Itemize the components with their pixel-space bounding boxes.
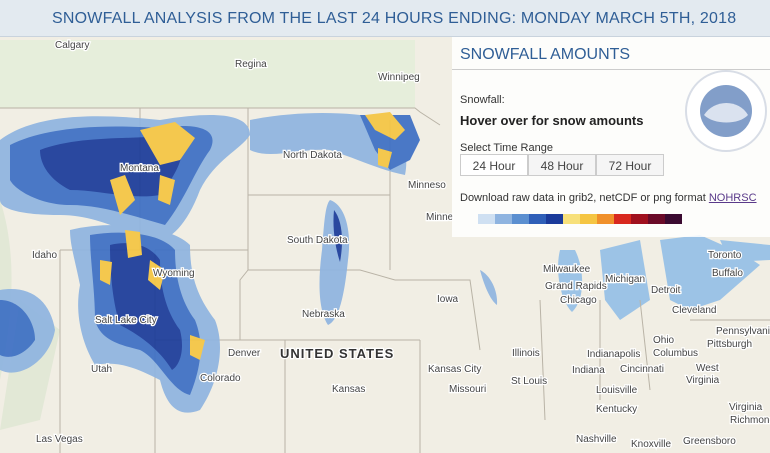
place-label: Detroit — [651, 285, 681, 296]
place-label: Pittsburgh — [707, 339, 752, 350]
range-button[interactable]: 72 Hour — [596, 154, 664, 176]
noaa-logo — [685, 70, 767, 152]
place-label: Virginia — [729, 402, 763, 413]
place-label: Knoxville — [631, 439, 671, 450]
place-label: Minne — [426, 212, 454, 223]
place-label: Milwaukee — [543, 264, 591, 275]
place-label: Illinois — [512, 348, 540, 359]
color-scale — [478, 214, 682, 224]
place-label: Calgary — [55, 40, 89, 51]
place-label: Greensboro — [683, 436, 736, 447]
place-label: Louisville — [596, 385, 638, 396]
place-label: Pennsylvania — [716, 326, 770, 337]
place-label: Missouri — [449, 384, 486, 395]
snowfall-label: Snowfall: — [460, 94, 505, 106]
place-label: Nashville — [576, 434, 617, 445]
place-label: Columbus — [653, 348, 698, 359]
header-bar: SNOWFALL ANALYSIS FROM THE LAST 24 HOURS… — [0, 0, 770, 37]
place-label: South Dakota — [287, 235, 348, 246]
place-label: Colorado — [200, 373, 241, 384]
divider — [452, 69, 770, 70]
download-text: Download raw data in grib2, netCDF or pn… — [460, 192, 706, 204]
place-label: St Louis — [511, 376, 547, 387]
range-button[interactable]: 24 Hour — [460, 154, 528, 176]
place-label: Minneso — [408, 180, 446, 191]
range-button[interactable]: 48 Hour — [528, 154, 596, 176]
panel-title: SNOWFALL AMOUNTS — [460, 46, 631, 63]
canada — [0, 40, 415, 108]
place-label: Grand Rapids — [545, 281, 607, 292]
place-label: Kansas City — [428, 364, 481, 375]
place-label: Kentucky — [596, 404, 637, 415]
place-label: Toronto — [708, 250, 742, 261]
place-label: Kansas — [332, 384, 365, 395]
place-label: Chicago — [560, 295, 597, 306]
place-label: Ohio — [653, 335, 675, 346]
download-link[interactable]: NOHRSC — [708, 192, 757, 204]
place-label: Utah — [91, 364, 112, 375]
place-label: Buffalo — [712, 268, 743, 279]
place-label: Indianapolis — [587, 349, 640, 360]
place-label: Richmond — [730, 415, 770, 426]
place-label: Regina — [235, 59, 267, 70]
download-line: Download raw data in grib2, netCDF or pn… — [460, 192, 757, 204]
place-label: Indiana — [572, 365, 605, 376]
place-label: Nebraska — [302, 309, 345, 320]
place-label: Wyoming — [153, 268, 195, 279]
place-label: Denver — [228, 348, 261, 359]
range-label: Select Time Range — [460, 142, 553, 154]
place-label: Winnipeg — [378, 72, 420, 83]
snowfall-overlay — [0, 112, 498, 413]
place-label: Michigan — [605, 274, 645, 285]
place-label: Cincinnati — [620, 364, 664, 375]
place-label: Cleveland — [672, 305, 716, 316]
place-label: Salt Lake City — [95, 315, 157, 326]
place-label: Las Vegas — [36, 434, 83, 445]
place-label: Montana — [120, 163, 159, 174]
place-label: North Dakota — [283, 150, 342, 161]
header-title: SNOWFALL ANALYSIS FROM THE LAST 24 HOURS… — [52, 10, 737, 27]
info-panel: SNOWFALL AMOUNTS Snowfall: Hover over fo… — [452, 37, 770, 237]
great-lakes — [558, 235, 770, 320]
place-label: Idaho — [32, 250, 57, 261]
hover-text: Hover over for snow amounts — [460, 113, 644, 128]
country-label: UNITED STATES — [280, 346, 394, 361]
place-label: Iowa — [437, 294, 459, 305]
place-label: West — [696, 363, 719, 374]
place-label: Virginia — [686, 375, 720, 386]
